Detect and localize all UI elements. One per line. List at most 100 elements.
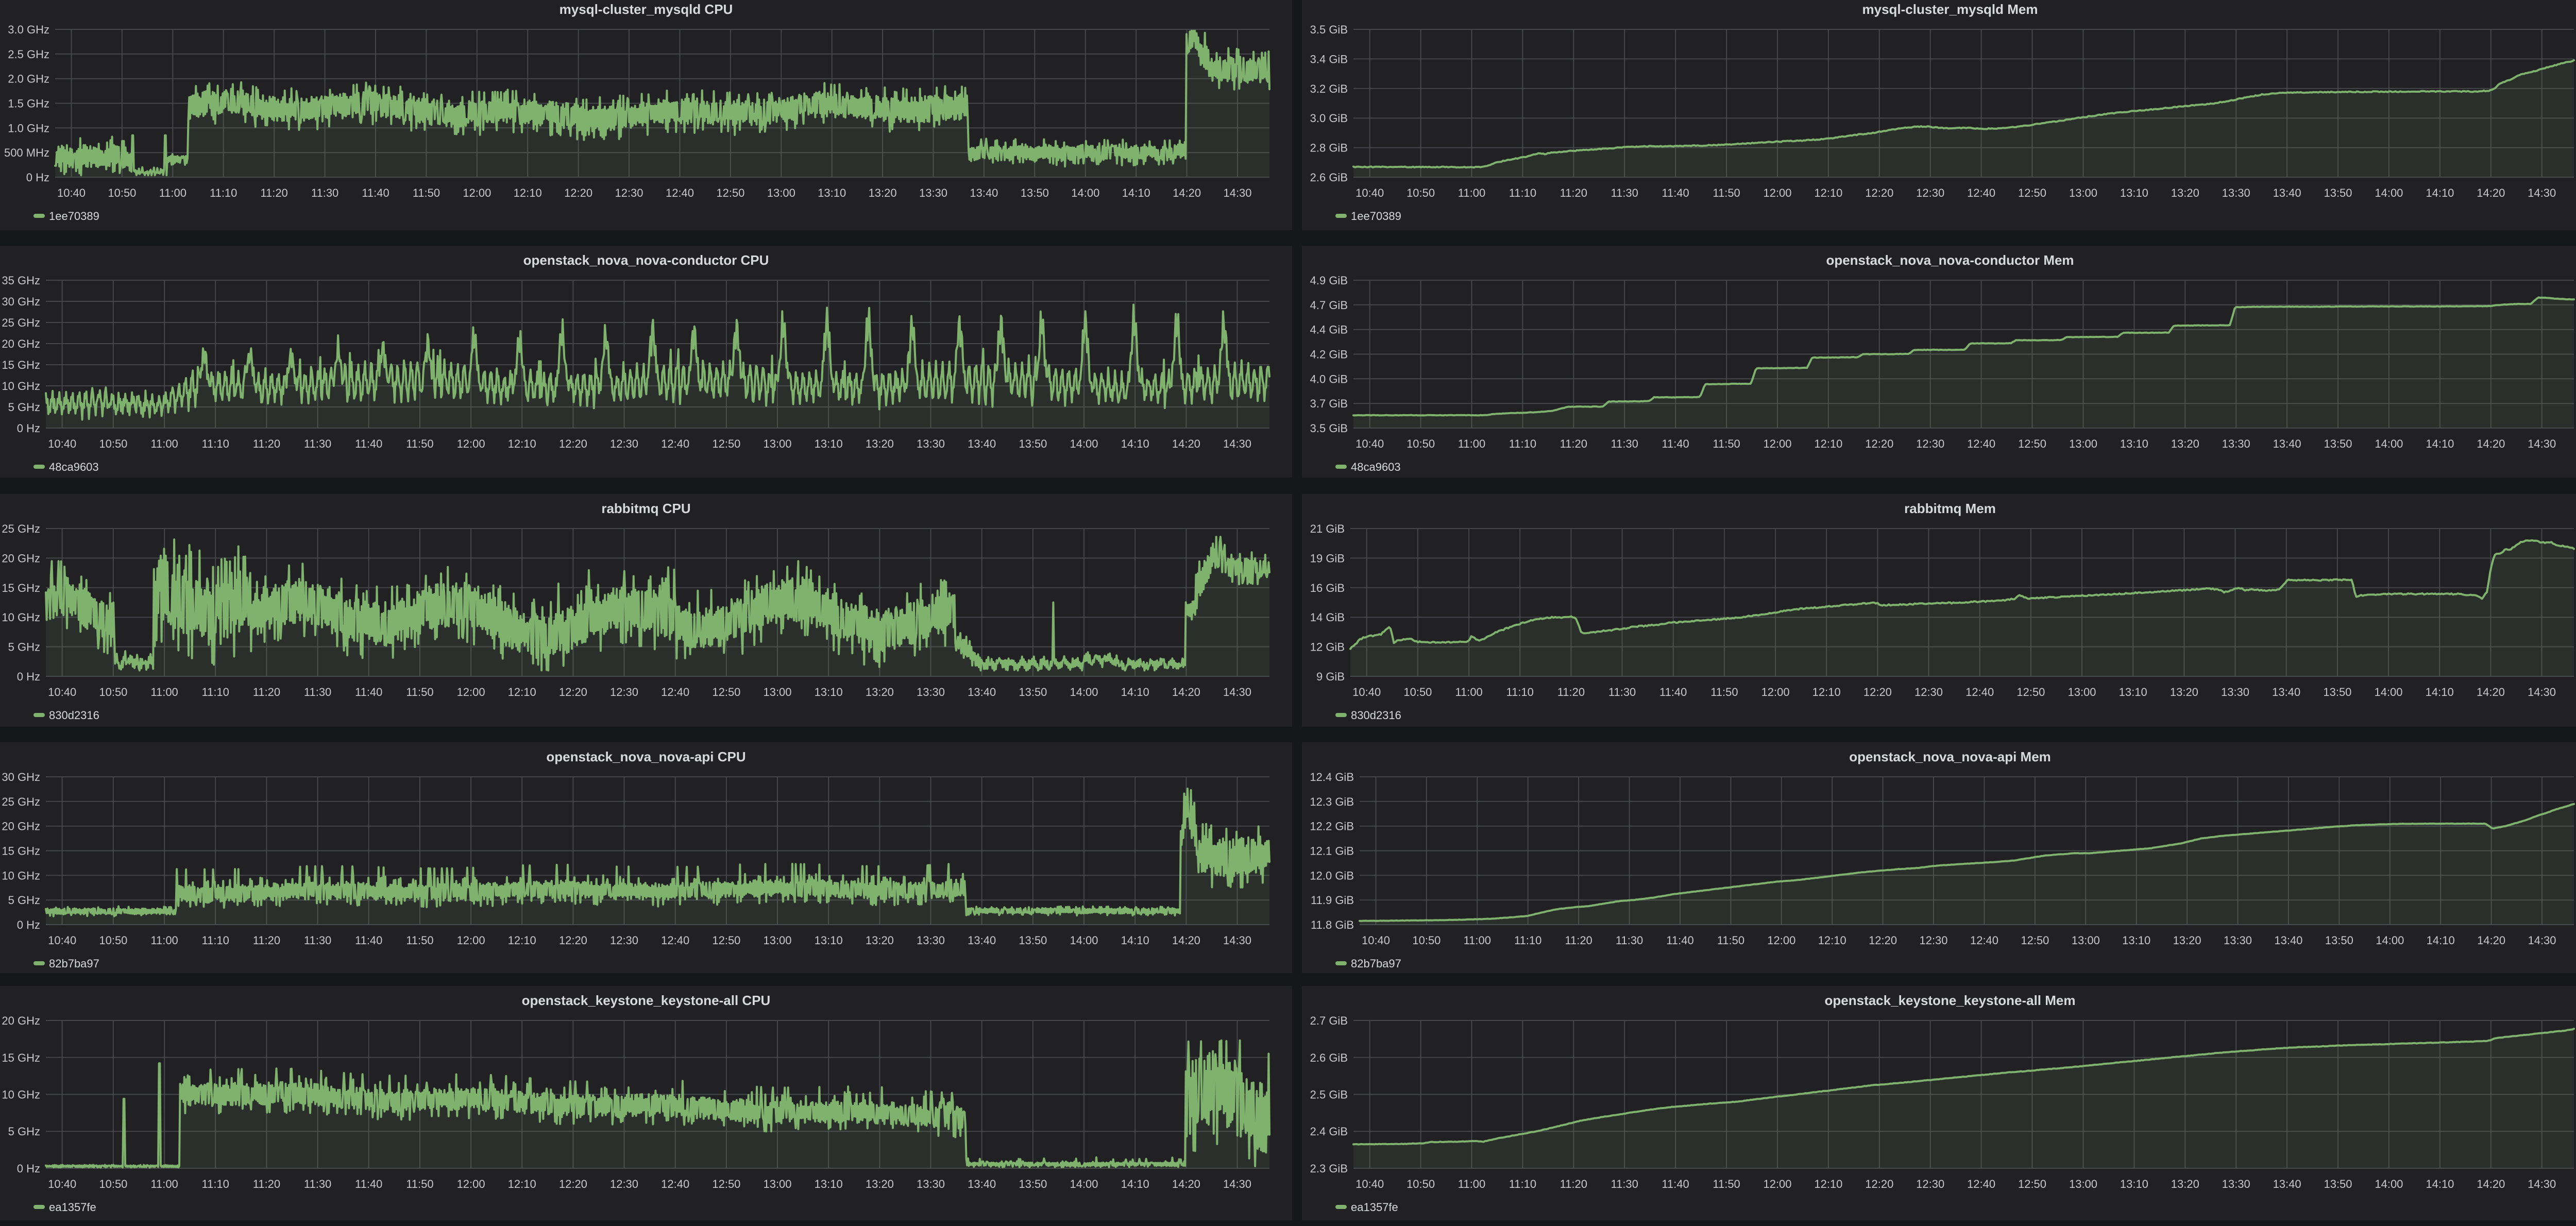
svg-text:11:20: 11:20 xyxy=(260,186,287,199)
svg-text:13:30: 13:30 xyxy=(2222,437,2250,450)
svg-text:25 GHz: 25 GHz xyxy=(2,316,40,329)
svg-text:3.5 GiB: 3.5 GiB xyxy=(1310,422,1348,435)
svg-text:11:00: 11:00 xyxy=(150,1178,178,1190)
svg-text:13:50: 13:50 xyxy=(2325,934,2353,947)
svg-text:13:00: 13:00 xyxy=(2067,686,2096,699)
svg-text:2.0 GHz: 2.0 GHz xyxy=(8,73,49,86)
svg-text:14:10: 14:10 xyxy=(2427,934,2455,947)
svg-text:11:40: 11:40 xyxy=(355,1178,382,1190)
svg-text:13:00: 13:00 xyxy=(2069,437,2097,450)
svg-text:11:20: 11:20 xyxy=(1560,437,1587,450)
svg-text:13:40: 13:40 xyxy=(2273,1178,2301,1190)
svg-text:13:10: 13:10 xyxy=(818,186,846,199)
svg-text:12:20: 12:20 xyxy=(1865,437,1893,450)
svg-text:15 GHz: 15 GHz xyxy=(2,359,40,371)
svg-text:13:20: 13:20 xyxy=(866,686,894,699)
svg-text:13:40: 13:40 xyxy=(968,437,996,450)
svg-text:11:50: 11:50 xyxy=(1713,1178,1740,1190)
svg-text:12:40: 12:40 xyxy=(666,186,694,199)
svg-text:16 GiB: 16 GiB xyxy=(1310,582,1345,594)
svg-text:11:40: 11:40 xyxy=(362,186,389,199)
svg-text:4.7 GiB: 4.7 GiB xyxy=(1310,299,1348,312)
svg-text:openstack_nova_nova-conductor: openstack_nova_nova-conductor CPU xyxy=(523,252,769,268)
svg-text:openstack_nova_nova-conductor: openstack_nova_nova-conductor Mem xyxy=(1826,252,2074,268)
svg-text:12:20: 12:20 xyxy=(1865,186,1893,199)
svg-text:10:40: 10:40 xyxy=(1352,686,1381,699)
svg-text:10:40: 10:40 xyxy=(57,186,86,199)
svg-text:14:30: 14:30 xyxy=(1223,686,1251,699)
svg-text:48ca9603: 48ca9603 xyxy=(49,461,99,473)
svg-text:14:20: 14:20 xyxy=(1173,186,1201,199)
svg-text:13:30: 13:30 xyxy=(917,686,945,699)
svg-text:3.0 GiB: 3.0 GiB xyxy=(1310,112,1348,125)
svg-text:12:10: 12:10 xyxy=(1814,437,1842,450)
svg-text:14:10: 14:10 xyxy=(1121,1178,1149,1190)
svg-text:13:30: 13:30 xyxy=(2221,686,2249,699)
svg-text:0 Hz: 0 Hz xyxy=(17,422,40,435)
svg-text:11:30: 11:30 xyxy=(304,686,331,699)
svg-text:20 GHz: 20 GHz xyxy=(2,552,40,565)
svg-text:830d2316: 830d2316 xyxy=(1351,709,1401,722)
svg-text:13:50: 13:50 xyxy=(1019,934,1047,947)
svg-text:12:10: 12:10 xyxy=(514,186,542,199)
svg-text:13:40: 13:40 xyxy=(2273,437,2301,450)
svg-text:13:50: 13:50 xyxy=(1019,686,1047,699)
svg-text:11:50: 11:50 xyxy=(1710,686,1738,699)
svg-text:13:30: 13:30 xyxy=(917,437,945,450)
svg-text:10:40: 10:40 xyxy=(48,934,76,947)
svg-text:14:00: 14:00 xyxy=(2375,1178,2403,1190)
svg-text:10:50: 10:50 xyxy=(1412,934,1440,947)
svg-text:14:10: 14:10 xyxy=(2426,686,2454,699)
svg-text:12:30: 12:30 xyxy=(610,686,638,699)
svg-text:13:20: 13:20 xyxy=(2171,437,2199,450)
svg-text:12:20: 12:20 xyxy=(559,1178,587,1190)
svg-text:14:30: 14:30 xyxy=(2528,437,2556,450)
svg-text:10:40: 10:40 xyxy=(1362,934,1390,947)
svg-text:13:50: 13:50 xyxy=(2324,437,2352,450)
svg-text:12:00: 12:00 xyxy=(463,186,491,199)
svg-text:11:40: 11:40 xyxy=(1662,186,1689,199)
svg-text:14:30: 14:30 xyxy=(2528,934,2556,947)
svg-text:12:00: 12:00 xyxy=(1763,437,1791,450)
svg-text:13:00: 13:00 xyxy=(767,186,795,199)
svg-text:11:40: 11:40 xyxy=(1662,1178,1689,1190)
svg-text:11:30: 11:30 xyxy=(304,1178,331,1190)
svg-text:11:40: 11:40 xyxy=(1659,686,1687,699)
svg-text:14:30: 14:30 xyxy=(2528,686,2556,699)
svg-text:10:50: 10:50 xyxy=(99,686,127,699)
svg-text:14 GiB: 14 GiB xyxy=(1310,611,1345,624)
svg-text:11:10: 11:10 xyxy=(1514,934,1541,947)
svg-text:14:10: 14:10 xyxy=(2426,437,2454,450)
svg-text:11:40: 11:40 xyxy=(1662,437,1689,450)
svg-text:12:40: 12:40 xyxy=(661,686,689,699)
svg-text:13:40: 13:40 xyxy=(968,934,996,947)
svg-text:35 GHz: 35 GHz xyxy=(2,274,40,287)
svg-text:11.9 GiB: 11.9 GiB xyxy=(1311,894,1354,907)
svg-text:12:40: 12:40 xyxy=(1965,686,1994,699)
svg-text:3.4 GiB: 3.4 GiB xyxy=(1310,53,1348,65)
svg-text:11:20: 11:20 xyxy=(253,934,280,947)
svg-text:11:10: 11:10 xyxy=(201,1178,229,1190)
svg-text:12:00: 12:00 xyxy=(1763,1178,1791,1190)
svg-text:10:40: 10:40 xyxy=(48,437,76,450)
svg-text:14:20: 14:20 xyxy=(2477,686,2505,699)
svg-text:12:40: 12:40 xyxy=(661,1178,689,1190)
svg-text:2.7 GiB: 2.7 GiB xyxy=(1310,1014,1348,1027)
svg-text:12:00: 12:00 xyxy=(1767,934,1795,947)
svg-text:13:30: 13:30 xyxy=(917,934,945,947)
svg-text:13:40: 13:40 xyxy=(968,686,996,699)
svg-text:1.0 GHz: 1.0 GHz xyxy=(8,122,49,134)
svg-text:14:00: 14:00 xyxy=(1070,686,1098,699)
svg-text:1.5 GHz: 1.5 GHz xyxy=(8,97,49,110)
svg-text:13:10: 13:10 xyxy=(2119,686,2147,699)
svg-text:10:50: 10:50 xyxy=(99,934,127,947)
svg-text:11:10: 11:10 xyxy=(210,186,237,199)
svg-text:12:10: 12:10 xyxy=(1818,934,1846,947)
svg-text:13:10: 13:10 xyxy=(2120,186,2148,199)
svg-text:13:50: 13:50 xyxy=(2324,186,2352,199)
svg-text:14:00: 14:00 xyxy=(2375,186,2403,199)
svg-text:11:00: 11:00 xyxy=(150,686,178,699)
svg-text:13:10: 13:10 xyxy=(815,437,843,450)
svg-text:11:30: 11:30 xyxy=(1608,686,1636,699)
svg-text:11:20: 11:20 xyxy=(1557,686,1585,699)
